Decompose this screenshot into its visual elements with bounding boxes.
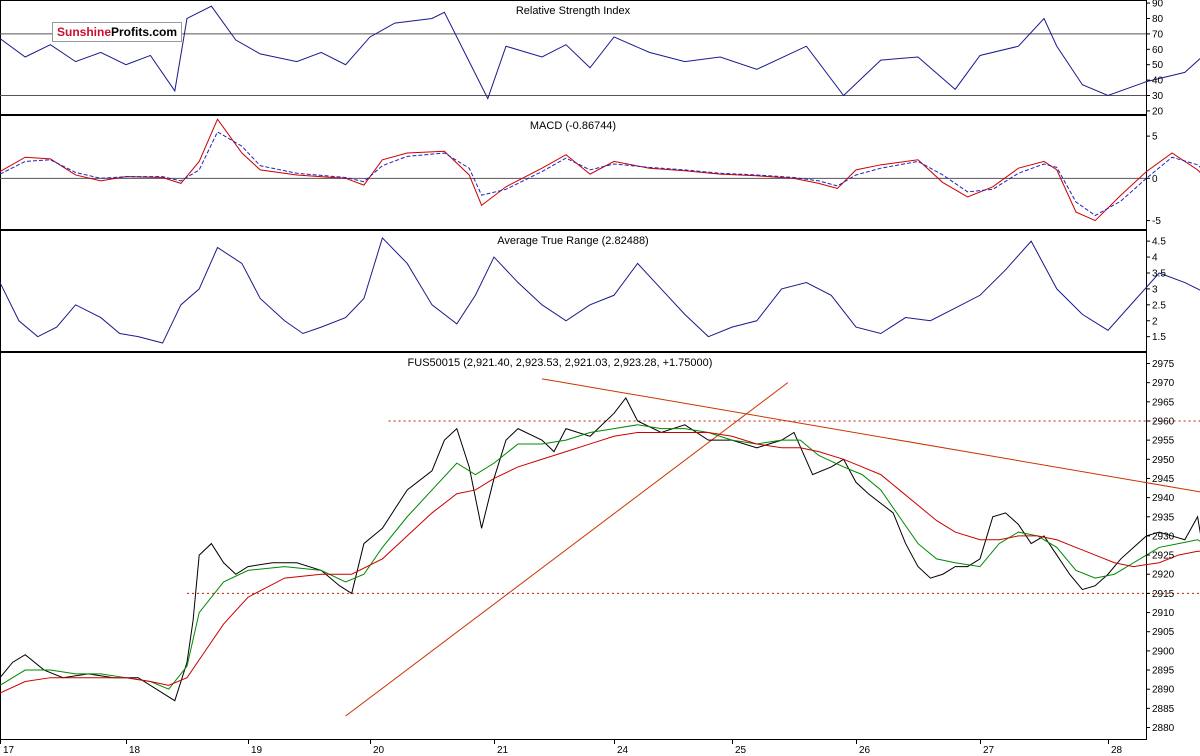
y-tick-label: 2930 <box>1152 531 1175 542</box>
y-tick-label: 20 <box>1152 106 1164 117</box>
y-tick-label: 2975 <box>1152 359 1175 370</box>
y-tick-label: 5 <box>1152 132 1158 143</box>
y-tick-label: 2890 <box>1152 685 1175 696</box>
x-tick-label: 26 <box>859 745 871 756</box>
series-line-1 <box>0 424 1200 690</box>
y-tick-label: 2940 <box>1152 493 1175 504</box>
panel-frame <box>0 230 1147 352</box>
y-tick-label: 80 <box>1152 14 1164 25</box>
y-tick-label: 2905 <box>1152 627 1175 638</box>
y-tick-label: 30 <box>1152 91 1164 102</box>
x-tick-label: 19 <box>251 745 263 756</box>
y-tick-label: -5 <box>1152 216 1161 227</box>
panel-2: 1.5 2 2.5 3 3.5 4 4.5 Average True Range (2.824… <box>0 230 1200 352</box>
y-tick-label: 50 <box>1152 60 1164 71</box>
panel-1: 5 0 -5 MACD (-0.86744) <box>0 115 1200 230</box>
x-tick-label: 21 <box>497 745 509 756</box>
panel-title: FUS50015 (2,921.40, 2,923.53, 2,921.03, … <box>408 357 713 369</box>
y-tick-label: 2.5 <box>1152 300 1166 311</box>
panel-title: Average True Range (2.82488) <box>497 235 648 247</box>
y-tick-label: 2945 <box>1152 474 1175 485</box>
panel-frame <box>0 115 1147 230</box>
y-tick-label: 2900 <box>1152 646 1175 657</box>
y-tick-label: 60 <box>1152 45 1164 56</box>
y-tick-label: 2 <box>1152 316 1158 327</box>
x-tick-label: 27 <box>983 745 995 756</box>
series-line-0 <box>0 397 1200 702</box>
y-tick-label: 3 <box>1152 284 1158 295</box>
series-line-1 <box>0 131 1200 217</box>
y-tick-label: 2970 <box>1152 378 1175 389</box>
panel-frame <box>0 0 1147 115</box>
y-tick-label: 1.5 <box>1152 332 1166 343</box>
x-tick-label: 24 <box>617 745 629 756</box>
y-tick-label: 4.5 <box>1152 237 1166 248</box>
x-tick-label: 25 <box>735 745 747 756</box>
y-tick-label: 2910 <box>1152 608 1175 619</box>
y-tick-label: 0 <box>1152 174 1158 185</box>
logo-part-2: Profits.com <box>111 25 178 39</box>
y-tick-label: 2965 <box>1152 397 1175 408</box>
y-tick-label: 3.5 <box>1152 268 1166 279</box>
y-tick-label: 2885 <box>1152 704 1175 715</box>
sunshine-profits-logo: SunshineProfits.com <box>52 22 182 42</box>
x-tick-label: 18 <box>129 745 141 756</box>
series-line-2 <box>0 431 1200 694</box>
y-tick-label: 4 <box>1152 253 1158 264</box>
y-tick-label: 2920 <box>1152 570 1175 581</box>
trend-line <box>345 382 789 717</box>
y-tick-label: 2880 <box>1152 723 1175 734</box>
x-tick-label: 20 <box>373 745 385 756</box>
y-tick-label: 2955 <box>1152 436 1175 447</box>
panel-0: 20 30 40 50 60 70 80 90 Relative Strength Index <box>0 0 1200 117</box>
y-tick-label: 2950 <box>1152 455 1175 466</box>
y-tick-label: 40 <box>1152 76 1164 87</box>
panel-title: MACD (-0.86744) <box>530 120 616 132</box>
series-line-0 <box>0 5 1200 100</box>
trend-line <box>541 378 1200 493</box>
y-tick-label: 90 <box>1152 0 1164 10</box>
x-tick-label: 17 <box>3 745 15 756</box>
y-tick-label: 2925 <box>1152 551 1175 562</box>
x-tick-label: 28 <box>1111 745 1123 756</box>
y-tick-label: 2915 <box>1152 589 1175 600</box>
logo-part-1: Sunshine <box>56 25 111 39</box>
panel-3: 2880 2885 2890 2895 2900 2905 2910 2915 2920 2925… <box>0 352 1200 756</box>
series-line-0 <box>0 237 1200 344</box>
y-tick-label: 2895 <box>1152 666 1175 677</box>
panel-title: Relative Strength Index <box>516 5 631 17</box>
y-tick-label: 2935 <box>1152 512 1175 523</box>
series-line-0 <box>0 118 1200 222</box>
y-tick-label: 70 <box>1152 29 1164 40</box>
y-tick-label: 2960 <box>1152 416 1175 427</box>
